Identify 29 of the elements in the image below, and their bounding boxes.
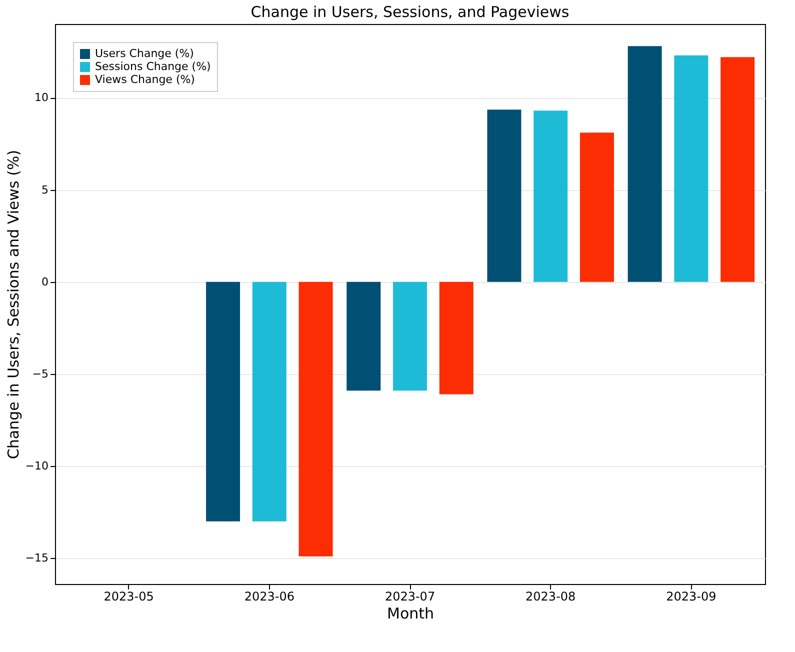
x-tick-label: 2023-09 — [666, 590, 716, 604]
legend-label: Users Change (%) — [95, 47, 194, 60]
y-tick-label: 0 — [42, 275, 48, 288]
chart-title: Change in Users, Sessions, and Pageviews — [250, 3, 570, 21]
y-tick-label: −10 — [25, 460, 48, 473]
y-tick-label: 5 — [42, 183, 48, 196]
bar — [252, 282, 286, 522]
bar — [674, 55, 708, 282]
x-tick-label: 2023-07 — [384, 590, 436, 604]
bar — [580, 132, 614, 282]
y-tick-label: −5 — [32, 368, 48, 380]
y-tick-label: −15 — [25, 552, 48, 565]
bar — [346, 282, 381, 391]
x-axis-title: Month — [386, 604, 434, 622]
y-tick-label: 10 — [34, 91, 48, 104]
y-axis-title: Change in Users, Sessions and Views (%) — [4, 150, 22, 460]
legend-label: Sessions Change (%) — [95, 60, 211, 73]
bar — [298, 282, 333, 556]
legend-label: Views Change (%) — [95, 73, 195, 86]
bar — [534, 110, 568, 282]
x-tick-label: 2023-06 — [244, 590, 294, 604]
bar — [439, 282, 474, 394]
bar — [487, 110, 522, 282]
bar — [206, 282, 240, 522]
x-tick-label: 2023-05 — [104, 590, 154, 604]
bar — [628, 46, 662, 282]
bar — [393, 282, 427, 391]
x-tick-label: 2023-08 — [526, 590, 576, 604]
bar — [720, 57, 755, 282]
